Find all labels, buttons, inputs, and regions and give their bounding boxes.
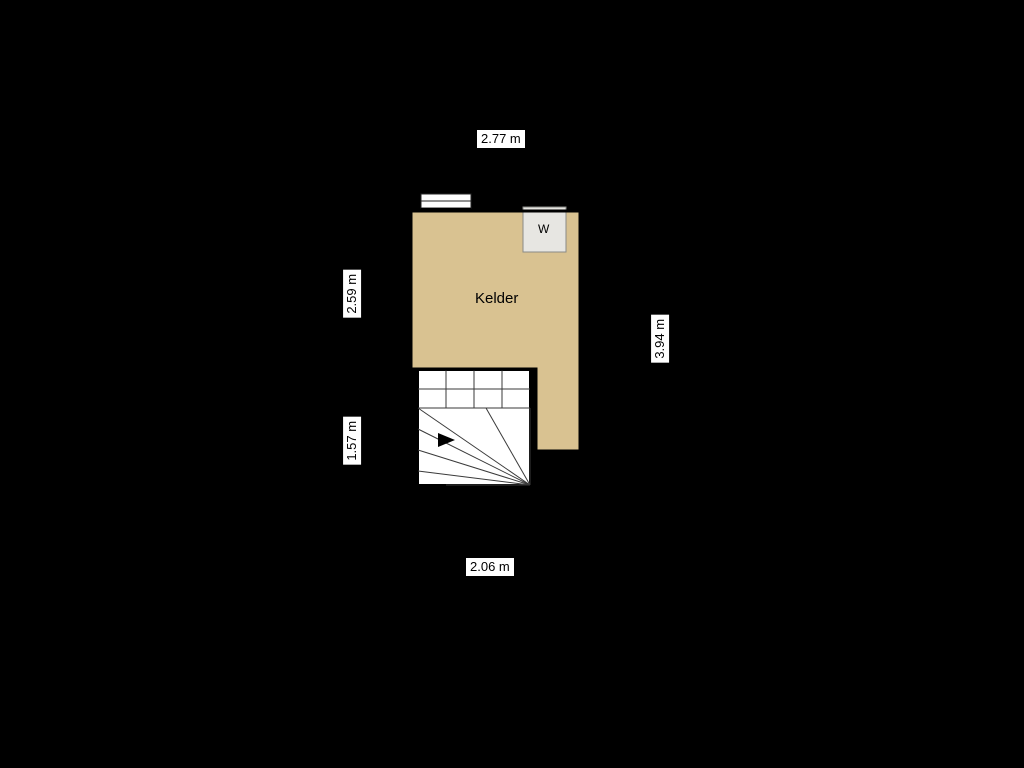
room-label: Kelder bbox=[475, 290, 518, 307]
fixture-w-label: W bbox=[538, 222, 549, 236]
stairs bbox=[418, 370, 530, 485]
dim-right: 3.94 m bbox=[651, 315, 669, 363]
dim-left-upper: 2.59 m bbox=[343, 270, 361, 318]
dim-bottom: 2.06 m bbox=[466, 558, 514, 576]
floorplan-canvas: Kelder W 2.77 m 2.59 m 1.57 m 3.94 m 2.0… bbox=[0, 0, 1024, 768]
dim-top: 2.77 m bbox=[477, 130, 525, 148]
floorplan-svg bbox=[0, 0, 1024, 768]
dim-left-lower: 1.57 m bbox=[343, 417, 361, 465]
